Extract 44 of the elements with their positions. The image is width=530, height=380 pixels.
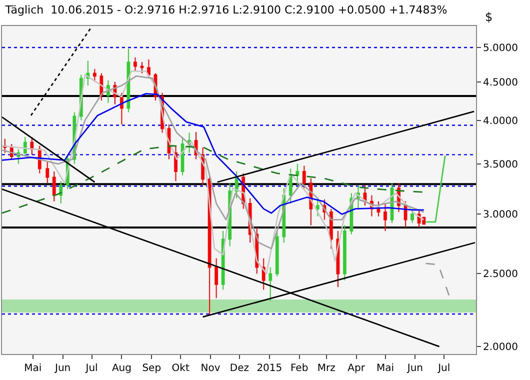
x-tick-label: Jul <box>84 363 98 374</box>
candlestick <box>288 168 292 204</box>
candlestick <box>23 136 27 158</box>
candlestick <box>59 180 63 204</box>
candlestick <box>302 165 306 189</box>
x-tick-label: Okt <box>172 363 190 374</box>
candlestick <box>120 92 124 125</box>
chart-title: Täglich 10.06.2015 - O:2.9716 H:2.9716 L:2.9100 C:2.9100 +0.0500 +1.7483% <box>4 3 448 16</box>
candlestick <box>214 258 218 299</box>
candlestick <box>343 224 346 281</box>
line-series <box>2 145 425 214</box>
y-tick-label: 2.0000 <box>483 342 518 354</box>
y-tick-label: 4.0000 <box>483 116 518 127</box>
x-tick-label: Feb <box>290 363 308 374</box>
x-tick-label: 2015 <box>256 363 282 374</box>
candlestick <box>92 68 96 82</box>
x-tick-label: Aug <box>112 363 132 374</box>
candlestick <box>268 266 272 302</box>
candlestick <box>140 62 144 74</box>
x-tick-label: Mrz <box>317 363 336 374</box>
y-tick-label: 4.5000 <box>483 77 518 88</box>
y-tick-label: 3.5000 <box>483 159 518 170</box>
candlestick <box>134 56 137 72</box>
candlestick <box>330 208 333 250</box>
x-tick-label: Mai <box>376 363 394 374</box>
candlestick <box>46 162 50 184</box>
y-tick-label: 2.5000 <box>483 269 518 280</box>
x-tick-label: Mai <box>24 363 42 374</box>
x-tick-label: Nov <box>200 363 220 374</box>
candlestick <box>384 203 387 232</box>
x-tick-label: Jun <box>54 363 71 374</box>
candlestick <box>275 230 279 277</box>
y-axis-title: $ <box>485 10 493 24</box>
x-tick-label: Dez <box>230 363 250 374</box>
candlestick <box>296 163 300 186</box>
candlestick <box>52 170 56 202</box>
y-tick-label: 3.0000 <box>483 210 518 221</box>
y-tick-label: 5.0000 <box>483 42 518 54</box>
x-tick-label: Jul <box>437 363 450 374</box>
x-tick-label: Apr <box>348 363 366 374</box>
candlestick <box>316 198 320 217</box>
x-tick-label: Sep <box>142 363 162 374</box>
x-tick-label: Jun <box>406 363 423 374</box>
candlestick <box>147 58 150 79</box>
